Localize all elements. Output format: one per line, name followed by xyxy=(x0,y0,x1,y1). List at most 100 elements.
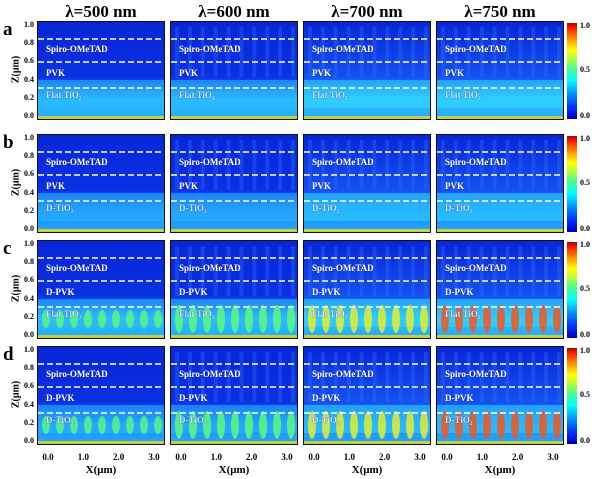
field-streak xyxy=(398,246,403,296)
field-map xyxy=(38,241,164,338)
field-streak xyxy=(308,352,312,402)
field-streak xyxy=(252,246,257,296)
absorber-label: D-PVK xyxy=(445,287,474,297)
field-hotspot xyxy=(511,305,519,333)
field-streak xyxy=(424,246,428,296)
y-tick-label: 0.0 xyxy=(24,224,34,233)
absorber-band xyxy=(437,80,563,108)
field-hotspot xyxy=(112,310,120,328)
field-streak xyxy=(252,27,257,77)
field-map xyxy=(38,135,164,232)
field-hotspot xyxy=(231,305,239,333)
field-map-panel: Spiro-OMeTAD D-PVK Flat TiO₂ xyxy=(303,240,431,339)
field-hotspot xyxy=(140,416,148,434)
field-streak xyxy=(453,27,458,77)
field-streak xyxy=(291,27,295,77)
field-streak xyxy=(544,246,549,296)
field-streak xyxy=(175,140,179,190)
field-map xyxy=(437,22,563,119)
absorber-band xyxy=(171,80,297,108)
field-hotspot xyxy=(539,305,547,333)
field-hotspot xyxy=(287,305,295,333)
etl-label: Flat TiO₂ xyxy=(179,309,215,319)
colorbar-tick-label: 0.5 xyxy=(580,65,590,74)
htl-label: Spiro-OMeTAD xyxy=(179,157,241,167)
field-streak xyxy=(372,27,377,77)
field-streak xyxy=(466,352,471,402)
x-tick-label: 0.0 xyxy=(175,452,187,462)
field-hotspot xyxy=(231,411,239,439)
column-title: λ=700 nm xyxy=(331,2,403,21)
field-hotspot xyxy=(392,305,400,333)
x-tick-label: 1.0 xyxy=(343,452,355,462)
y-tick-label: 0.4 xyxy=(24,293,34,303)
field-streak xyxy=(518,352,523,402)
field-streak xyxy=(278,140,283,190)
substrate-strip xyxy=(171,116,297,119)
field-streak xyxy=(441,27,445,77)
colorbar xyxy=(567,23,577,119)
field-streak xyxy=(398,27,403,77)
field-streak xyxy=(346,246,351,296)
field-streak xyxy=(441,246,445,296)
field-streak xyxy=(441,352,445,402)
htl-label: Spiro-OMeTAD xyxy=(46,44,108,54)
field-hotspot xyxy=(140,310,148,328)
field-streak xyxy=(505,352,510,402)
field-streak xyxy=(200,352,205,402)
field-hotspot xyxy=(420,411,428,439)
field-streak xyxy=(359,352,364,402)
field-hotspot xyxy=(406,411,414,439)
absorber-band xyxy=(304,193,430,221)
htl-label: Spiro-OMeTAD xyxy=(179,44,241,54)
field-streak xyxy=(505,27,510,77)
field-streak xyxy=(308,246,312,296)
field-hotspot xyxy=(364,411,372,439)
colorbar-tick-label: 0.0 xyxy=(580,330,590,339)
field-streak xyxy=(239,352,244,402)
field-hotspot xyxy=(553,305,561,333)
field-hotspot xyxy=(189,411,197,439)
y-tick-label: 0.6 xyxy=(24,381,34,391)
colorbar-tick-label: 1.0 xyxy=(580,21,590,30)
field-hotspot xyxy=(455,305,463,333)
field-streak xyxy=(453,246,458,296)
x-tick-label: 2.0 xyxy=(113,452,125,462)
field-streak xyxy=(544,27,549,77)
field-streak xyxy=(557,352,561,402)
substrate-strip xyxy=(171,229,297,232)
field-streak xyxy=(320,352,325,402)
field-streak xyxy=(372,140,377,190)
field-streak xyxy=(385,27,390,77)
field-streak xyxy=(479,246,484,296)
field-map xyxy=(304,347,430,444)
absorber-band xyxy=(437,193,563,221)
field-streak xyxy=(187,27,192,77)
field-hotspot xyxy=(336,305,344,333)
field-streak xyxy=(385,352,390,402)
field-streak xyxy=(175,352,179,402)
field-hotspot xyxy=(525,411,533,439)
absorber-band xyxy=(38,80,164,108)
etl-label: D-TiO₂ xyxy=(312,203,340,213)
field-streak xyxy=(359,27,364,77)
field-map xyxy=(38,22,164,119)
colorbar-tick-label: 1.0 xyxy=(580,134,590,143)
field-streak xyxy=(265,246,270,296)
substrate-strip xyxy=(38,116,164,119)
y-tick-label: 0.6 xyxy=(24,275,34,285)
field-map xyxy=(437,347,563,444)
field-hotspot xyxy=(175,305,183,333)
field-streak xyxy=(505,140,510,190)
field-streak xyxy=(372,246,377,296)
field-hotspot xyxy=(322,305,330,333)
absorber-label: D-PVK xyxy=(312,393,341,403)
field-streak xyxy=(320,246,325,296)
y-tick-label: 0.0 xyxy=(24,436,34,445)
field-streak xyxy=(213,27,218,77)
field-hotspot xyxy=(497,411,505,439)
field-streak xyxy=(213,352,218,402)
field-streak xyxy=(359,246,364,296)
x-tick-label: 3.0 xyxy=(281,452,293,462)
field-streak xyxy=(544,352,549,402)
